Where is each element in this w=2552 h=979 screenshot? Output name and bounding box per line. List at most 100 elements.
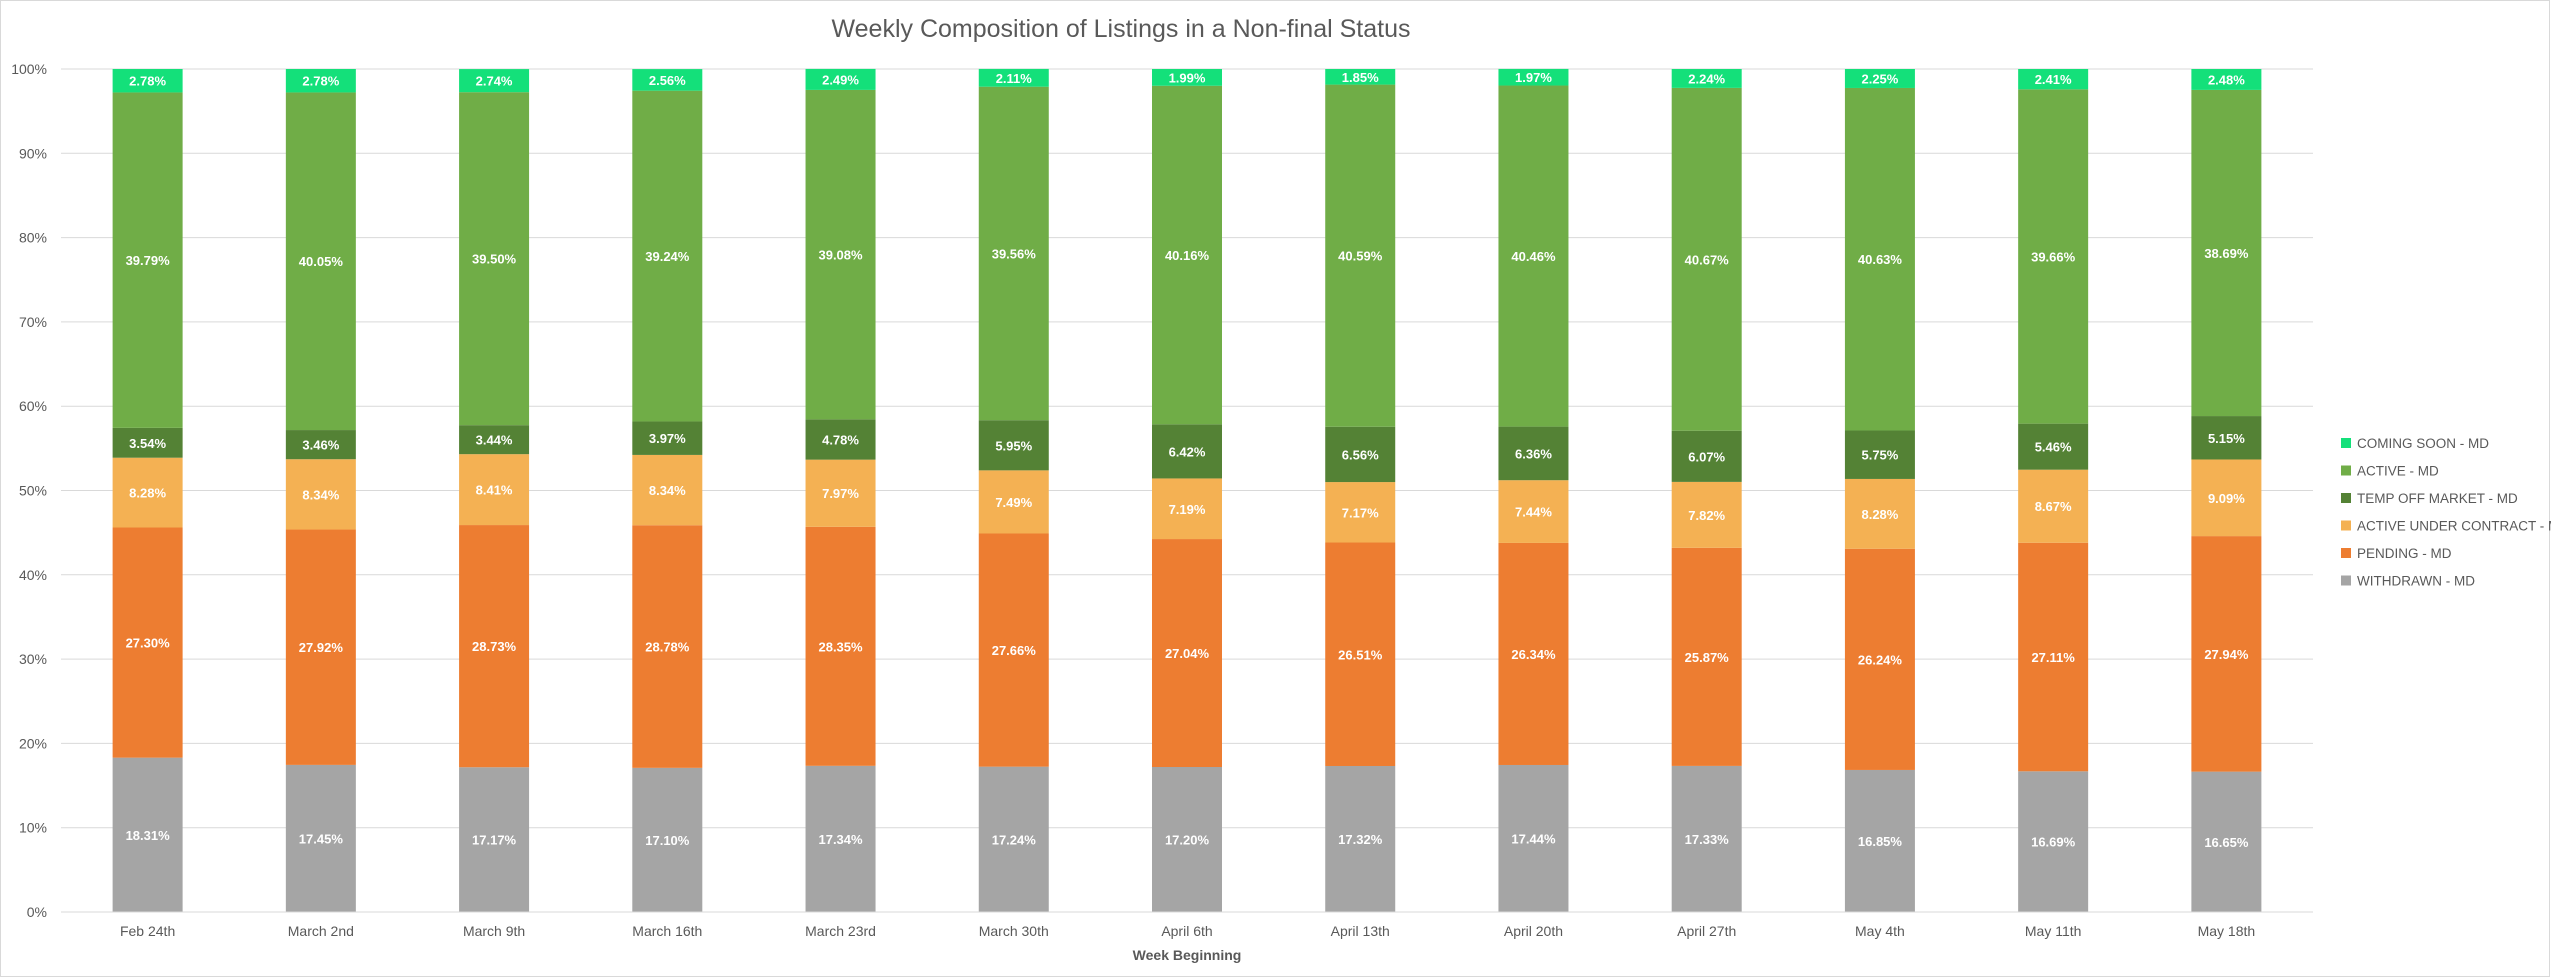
bar-segment [1498,480,1569,543]
data-label: 28.35% [818,639,863,654]
data-label: 40.63% [1858,252,1903,267]
data-label: 25.87% [1685,650,1730,665]
bar-segment [459,767,530,912]
bar-segment [1152,69,1222,86]
data-label: 40.67% [1685,252,1730,267]
data-label: 6.42% [1169,444,1206,459]
bar-segment [1671,69,1742,88]
data-label: 39.66% [2031,249,2076,264]
legend-swatch [2341,493,2351,503]
bar-segment [112,457,183,528]
data-label: 39.56% [992,246,1037,261]
bar-segment [459,525,530,768]
bar-segment [112,92,183,428]
y-tick-label: 90% [19,145,47,161]
bar-segment [1325,426,1396,483]
bar-segment [1844,478,1915,549]
bar-segment [459,69,530,93]
bar-segment [112,69,183,93]
data-label: 3.97% [649,431,686,446]
bar-segment [978,86,1049,421]
bar-segment [1152,767,1222,912]
data-label: 7.44% [1515,505,1552,520]
bar-segment [285,529,356,765]
data-label: 4.78% [822,432,859,447]
data-label: 2.74% [476,74,513,89]
legend-label: COMING SOON - MD [2357,436,2489,451]
legend-swatch [2341,438,2351,448]
bar-segment [2018,542,2089,772]
bar-segment [459,92,530,426]
data-label: 16.69% [2031,835,2076,850]
data-label: 16.65% [2204,835,2249,850]
data-label: 17.32% [1338,832,1383,847]
data-label: 8.41% [476,483,513,498]
bar-segment [632,421,703,455]
bar-segment [805,526,876,766]
bar-segment [2191,459,2262,537]
bar-segment [2018,469,2089,543]
data-label: 6.07% [1688,449,1725,464]
data-label: 17.24% [992,832,1037,847]
bar-segment [1498,68,1569,86]
data-label: 17.17% [472,833,517,848]
data-label: 39.79% [126,253,171,268]
data-label: 8.34% [649,483,686,498]
data-label: 1.99% [1169,70,1206,85]
legend-label: PENDING - MD [2357,546,2452,561]
data-label: 5.46% [2035,440,2072,455]
data-label: 8.34% [302,487,339,502]
x-tick-label: March 9th [463,923,525,939]
data-label: 3.46% [302,438,339,453]
x-tick-label: April 27th [1677,923,1736,939]
data-label: 1.97% [1515,70,1552,85]
bar-segment [1498,764,1569,912]
legend-swatch [2341,465,2351,476]
data-label: 2.49% [822,72,859,87]
data-label: 40.59% [1338,249,1383,264]
legend-label: WITHDRAWN - MD [2357,574,2475,589]
bar-segment [1844,430,1915,479]
data-label: 7.17% [1342,505,1379,520]
bar-segment [978,470,1049,534]
data-label: 39.08% [818,248,863,263]
y-tick-label: 100% [11,61,47,77]
bar-segment [805,765,876,912]
bar-segment [805,89,876,420]
x-tick-label: April 6th [1161,923,1212,939]
x-tick-label: March 23rd [805,923,876,939]
y-tick-label: 0% [27,904,47,920]
y-tick-label: 50% [19,483,47,499]
data-label: 8.28% [1861,507,1898,522]
bar-segment [978,68,1049,87]
bar-segment [1844,548,1915,770]
bar-segment [978,766,1049,912]
y-tick-label: 10% [19,820,47,836]
data-label: 2.56% [649,73,686,88]
y-tick-label: 40% [19,567,47,583]
data-label: 2.11% [996,71,1033,86]
bar-segment [1671,547,1742,766]
bar-segment [2191,536,2262,772]
data-label: 39.50% [472,252,517,267]
bar-segment [1325,84,1396,427]
bar-segment [2191,89,2262,417]
data-label: 27.30% [126,636,171,651]
bar-segment [1152,539,1222,768]
chart-title: Weekly Composition of Listings in a Non-… [831,15,1411,43]
data-label: 5.95% [995,438,1032,453]
data-label: 2.78% [129,74,166,89]
bar-segment [112,527,183,758]
bar-segment [1844,87,1915,431]
legend-swatch [2341,575,2351,586]
data-label: 17.10% [645,833,690,848]
x-tick-label: Feb 24th [120,923,175,939]
bar-segment [1498,85,1569,427]
bar-segment [1325,69,1396,85]
data-label: 2.41% [2035,72,2072,87]
data-label: 17.33% [1685,832,1730,847]
x-axis-title: Week Beginning [1133,947,1242,963]
legend-label: TEMP OFF MARKET - MD [2357,491,2518,506]
bar-segment [632,454,703,526]
